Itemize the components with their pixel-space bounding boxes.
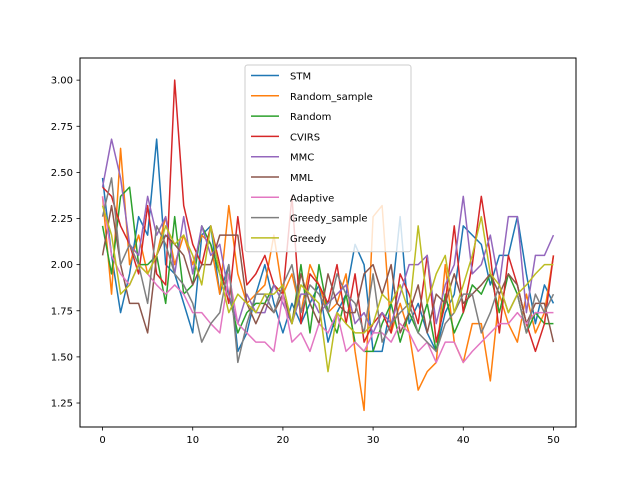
axes-frame xyxy=(79,57,577,428)
x-axis: 0 10 20 30 40 50 xyxy=(99,427,560,446)
legend-label: CVIRS xyxy=(290,132,320,143)
x-tick-label: 20 xyxy=(277,435,290,446)
y-tick-label: 1.50 xyxy=(51,352,73,363)
y-tick-label: 2.25 xyxy=(51,214,73,225)
y-tick-label: 1.75 xyxy=(51,306,73,317)
legend-label: Random xyxy=(290,112,331,123)
series-line-adaptive xyxy=(101,196,554,364)
x-tick-label: 0 xyxy=(99,435,105,446)
y-tick-label: 2.50 xyxy=(51,168,73,179)
legend-label: MMC xyxy=(290,153,314,164)
legend: STM Random_sample Random CVIRS MMC MML Adaptiv… xyxy=(244,64,412,253)
y-tick-label: 1.25 xyxy=(51,399,73,410)
series-line-greedy xyxy=(101,205,554,373)
series-line-mml xyxy=(101,204,555,343)
series-line-mmc xyxy=(101,138,555,334)
y-tick-label: 2.00 xyxy=(51,260,73,271)
legend-label: MML xyxy=(290,173,313,184)
x-tick-label: 50 xyxy=(547,435,560,446)
legend-label: Adaptive xyxy=(290,193,334,204)
legend-label: Greedy_sample xyxy=(290,214,368,225)
plot-lines xyxy=(101,79,555,412)
legend-label: Random_sample xyxy=(290,92,373,103)
legend-label: STM xyxy=(290,72,311,83)
y-tick-label: 2.75 xyxy=(51,122,73,133)
legend-label: Greedy xyxy=(290,234,326,245)
y-tick-label: 3.00 xyxy=(51,76,73,87)
series-line-stm xyxy=(101,138,555,353)
x-tick-label: 10 xyxy=(186,435,199,446)
y-axis: 1.25 1.50 1.75 2.00 2.25 2.50 2.75 3.00 xyxy=(51,76,80,410)
series-line-greedy-sample xyxy=(101,177,555,364)
x-tick-label: 40 xyxy=(457,435,470,446)
legend-box xyxy=(244,64,412,253)
x-tick-label: 30 xyxy=(367,435,380,446)
